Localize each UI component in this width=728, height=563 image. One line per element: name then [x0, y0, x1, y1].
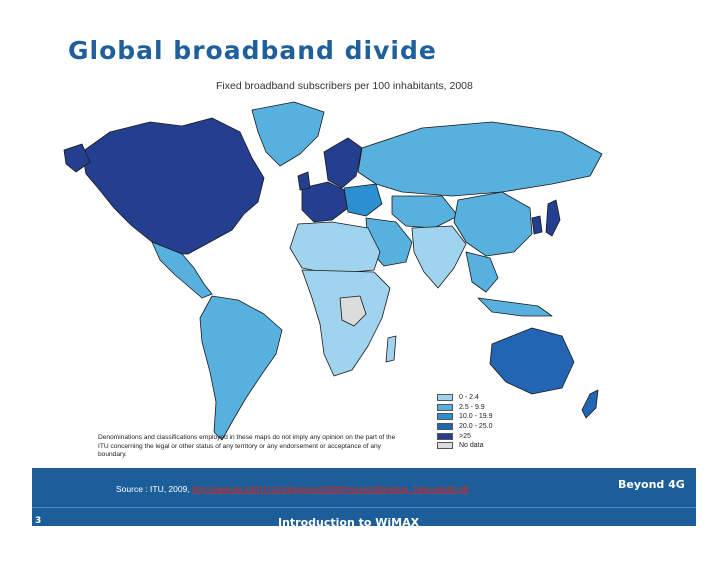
region-new-zealand — [581, 389, 599, 419]
region-alaska — [63, 143, 91, 173]
legend-swatch — [437, 432, 453, 440]
region-central-america — [151, 241, 213, 299]
map-disclaimer: Denominations and classifications employ… — [98, 434, 396, 459]
region-north-africa — [289, 221, 381, 275]
legend-item: 20.0 - 25.0 — [437, 422, 492, 432]
legend-item: >25 — [437, 431, 492, 441]
legend-label: No data — [459, 442, 484, 450]
region-south-asia — [411, 225, 467, 289]
footer-band — [32, 468, 696, 526]
legend-swatch — [437, 442, 453, 450]
region-japan — [545, 199, 561, 237]
region-greenland — [251, 101, 325, 167]
region-australia — [489, 327, 575, 395]
region-scandinavia — [323, 137, 363, 189]
legend-swatch — [437, 423, 453, 431]
footer-title: Introduction to WiMAX — [278, 516, 420, 529]
region-sub-saharan-africa — [301, 269, 391, 377]
region-dr-congo — [339, 295, 367, 327]
legend-label: 0 - 2.4 — [459, 394, 479, 402]
region-north-america — [81, 117, 265, 255]
source-link[interactable]: http://www.itu.int/ITU-D/ict/papers/2009… — [192, 484, 469, 494]
source-prefix: Source : ITU, 2009, — [116, 484, 190, 494]
region-central-asia — [391, 195, 459, 229]
legend-swatch — [437, 413, 453, 421]
region-eastern-europe — [343, 183, 383, 217]
legend-label: 2.5 - 9.9 — [459, 403, 485, 411]
slide-title: Global broadband divide — [68, 36, 437, 65]
legend-item: 2.5 - 9.9 — [437, 403, 492, 413]
region-south-america — [199, 295, 283, 441]
region-southeast-asia — [465, 251, 499, 293]
legend-label: 10.0 - 19.9 — [459, 413, 493, 421]
map-legend: 0 - 2.4 2.5 - 9.9 10.0 - 19.9 20.0 - 25.… — [437, 393, 492, 451]
legend-label: 20.0 - 25.0 — [459, 423, 493, 431]
map-title: Fixed broadband subscribers per 100 inha… — [216, 80, 473, 92]
page-number: 3 — [35, 516, 42, 526]
legend-item: 10.0 - 19.9 — [437, 412, 492, 422]
region-madagascar — [385, 335, 397, 363]
brand-label: Beyond 4G — [618, 478, 685, 491]
region-uk — [297, 171, 311, 191]
region-western-europe — [301, 181, 349, 223]
legend-item: No data — [437, 441, 492, 451]
legend-swatch — [437, 394, 453, 402]
legend-item: 0 - 2.4 — [437, 393, 492, 403]
source-citation: Source : ITU, 2009, http://www.itu.int/I… — [116, 484, 468, 494]
footer-divider — [32, 507, 696, 508]
region-indonesia — [477, 297, 553, 317]
region-china — [453, 191, 533, 257]
world-map — [63, 101, 603, 441]
region-russia — [357, 121, 603, 197]
legend-label: >25 — [459, 432, 471, 440]
legend-swatch — [437, 403, 453, 411]
region-korea — [531, 215, 543, 235]
